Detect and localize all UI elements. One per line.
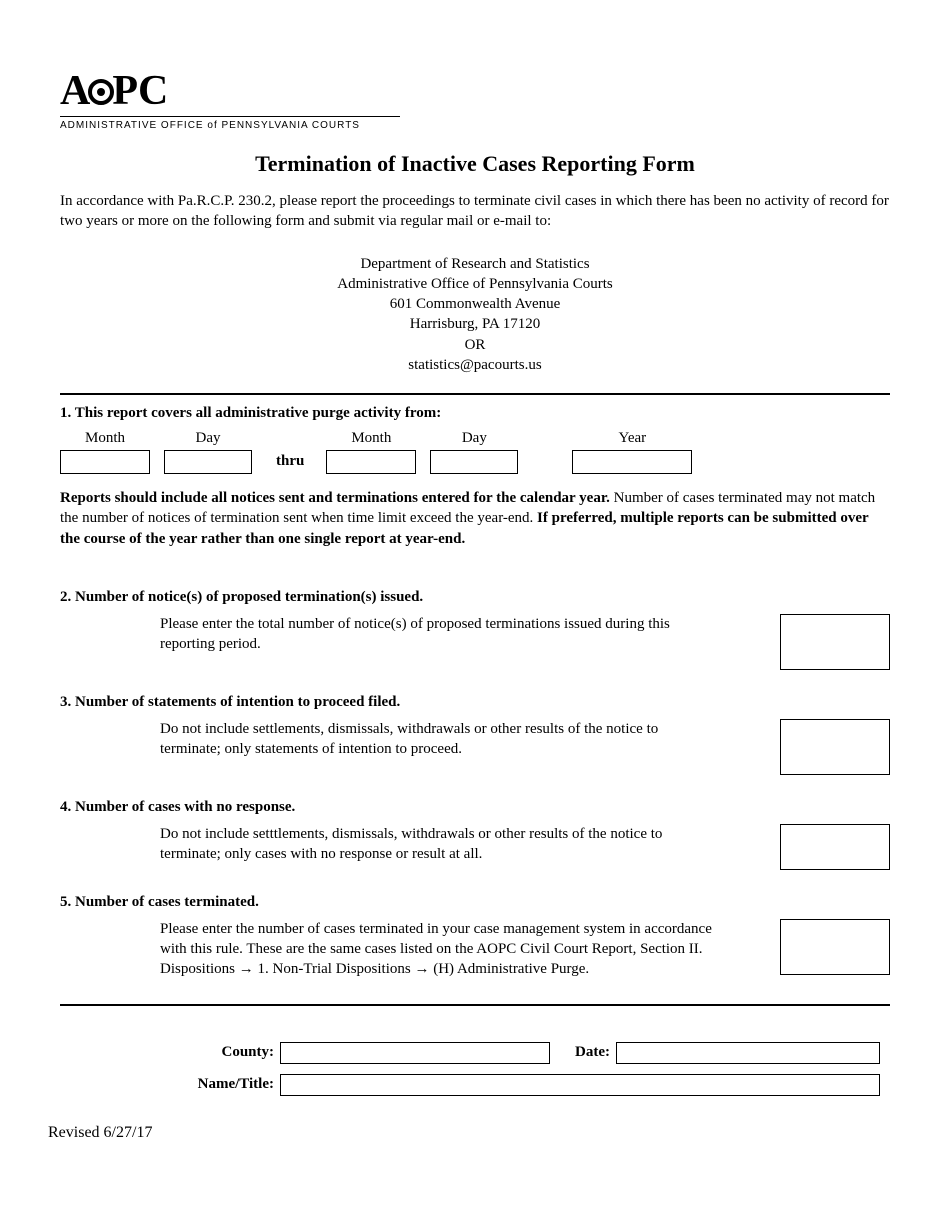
q4-heading: 4. Number of cases with no response.	[60, 799, 890, 816]
q4-text: Do not include setttlements, dismissals,…	[160, 824, 720, 865]
q3-text: Do not include settlements, dismissals, …	[160, 719, 720, 760]
address-line: Harrisburg, PA 17120	[60, 314, 890, 334]
address-line: Administrative Office of Pennsylvania Co…	[60, 274, 890, 294]
address-or: OR	[60, 335, 890, 355]
q1-heading: 1. This report covers all administrative…	[60, 405, 890, 422]
county-label: County:	[80, 1044, 280, 1061]
date-label: Date:	[550, 1044, 616, 1061]
from-day-group: Day	[164, 430, 252, 474]
q3-input[interactable]	[780, 719, 890, 775]
reporting-note: Reports should include all notices sent …	[60, 488, 890, 549]
logo-letter-c: C	[138, 70, 168, 112]
day-label: Day	[462, 430, 487, 447]
logo-letter-a: A	[60, 70, 90, 112]
address-line: Department of Research and Statistics	[60, 254, 890, 274]
footer-form: County: Date: Name/Title:	[80, 1042, 880, 1096]
footer-rule	[60, 1004, 890, 1006]
mailing-address: Department of Research and Statistics Ad…	[60, 254, 890, 376]
address-email: statistics@pacourts.us	[60, 355, 890, 375]
question-5: 5. Number of cases terminated. Please en…	[60, 894, 890, 980]
logo-subline: ADMINISTRATIVE OFFICE of PENNSYLVANIA CO…	[60, 120, 890, 131]
to-month-group: Month	[326, 430, 416, 474]
address-line: 601 Commonwealth Avenue	[60, 294, 890, 314]
section-rule	[60, 393, 890, 395]
logo-dot-icon	[88, 79, 114, 105]
page: A P C ADMINISTRATIVE OFFICE of PENNSYLVA…	[0, 0, 950, 1182]
from-month-group: Month	[60, 430, 150, 474]
q5-input[interactable]	[780, 919, 890, 975]
page-title: Termination of Inactive Cases Reporting …	[60, 151, 890, 177]
question-4: 4. Number of cases with no response. Do …	[60, 799, 890, 870]
q2-heading: 2. Number of notice(s) of proposed termi…	[60, 589, 890, 606]
name-title-input[interactable]	[280, 1074, 880, 1096]
to-day-group: Day	[430, 430, 518, 474]
day-label: Day	[196, 430, 221, 447]
q2-input[interactable]	[780, 614, 890, 670]
date-range-row: Month Day thru Month Day Year	[60, 430, 890, 474]
month-label: Month	[351, 430, 391, 447]
year-label: Year	[619, 430, 647, 447]
q5-heading: 5. Number of cases terminated.	[60, 894, 890, 911]
logo-rule	[60, 116, 400, 117]
logo-letter-p: P	[112, 70, 138, 112]
to-year-input[interactable]	[572, 450, 692, 474]
note-bold-1: Reports should include all notices sent …	[60, 490, 610, 506]
name-title-label: Name/Title:	[80, 1076, 280, 1093]
revised-date: Revised 6/27/17	[48, 1124, 890, 1142]
q5-text: Please enter the number of cases termina…	[160, 919, 720, 980]
thru-label: thru	[276, 453, 304, 470]
q3-heading: 3. Number of statements of intention to …	[60, 694, 890, 711]
to-day-input[interactable]	[430, 450, 518, 474]
question-2: 2. Number of notice(s) of proposed termi…	[60, 589, 890, 670]
intro-paragraph: In accordance with Pa.R.C.P. 230.2, plea…	[60, 191, 890, 232]
to-month-input[interactable]	[326, 450, 416, 474]
date-input[interactable]	[616, 1042, 880, 1064]
question-3: 3. Number of statements of intention to …	[60, 694, 890, 775]
county-input[interactable]	[280, 1042, 550, 1064]
to-year-group: Year	[572, 430, 692, 474]
month-label: Month	[85, 430, 125, 447]
q2-text: Please enter the total number of notice(…	[160, 614, 720, 655]
logo-block: A P C ADMINISTRATIVE OFFICE of PENNSYLVA…	[60, 70, 890, 131]
q4-input[interactable]	[780, 824, 890, 870]
logo-text: A P C	[60, 70, 890, 112]
from-day-input[interactable]	[164, 450, 252, 474]
from-month-input[interactable]	[60, 450, 150, 474]
